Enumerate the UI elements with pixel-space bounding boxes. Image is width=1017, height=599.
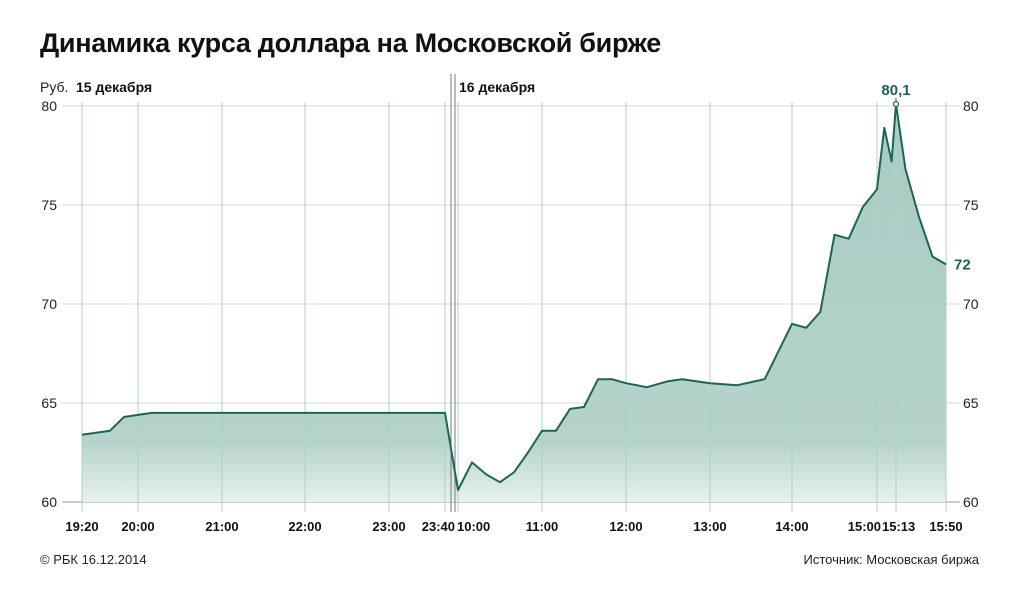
xtick-label: 22:00: [288, 519, 321, 534]
xtick-label: 20:00: [121, 519, 154, 534]
xtick-label: 15:50: [929, 519, 962, 534]
day-label-16: 16 декабря: [459, 79, 535, 95]
xtick-label: 19:20: [65, 519, 98, 534]
price-area: [82, 104, 946, 502]
xtick-label: 15:13: [882, 519, 915, 534]
ytick-label-right: 75: [963, 197, 979, 213]
ytick-label-left: 60: [41, 494, 57, 510]
source-name: Московская биржа: [866, 552, 979, 567]
unit-label: Руб.: [40, 79, 68, 95]
xtick-label: 12:00: [609, 519, 642, 534]
vertical-gridlines: [81, 74, 947, 512]
last-value-label: 72: [954, 256, 971, 273]
ytick-label-left: 75: [41, 197, 57, 213]
day-label-15: 15 декабря: [76, 79, 152, 95]
xtick-label: 23:00: [372, 519, 405, 534]
ytick-label-left: 80: [41, 98, 57, 114]
source-label: Источник:: [803, 552, 863, 567]
ytick-label-right: 70: [963, 296, 979, 312]
horizontal-gridlines: [62, 105, 960, 503]
xtick-label: 10:00: [457, 519, 490, 534]
ytick-label-right: 80: [963, 98, 979, 114]
peak-point: [892, 100, 900, 108]
ytick-label-left: 70: [41, 296, 57, 312]
xtick-label: 11:00: [526, 519, 559, 534]
xtick-label: 15:00: [848, 519, 881, 534]
ytick-label-left: 65: [41, 395, 57, 411]
peak-label: 80,1: [881, 82, 910, 99]
xtick-label: 14:00: [775, 519, 808, 534]
price-line: [81, 103, 947, 492]
source-note: Источник: Московская биржа: [804, 552, 979, 567]
ytick-label-right: 60: [963, 494, 979, 510]
copyright: © РБК 16.12.2014: [40, 552, 147, 567]
ytick-label-right: 65: [963, 395, 979, 411]
xtick-label: 23:40: [422, 519, 455, 534]
xtick-label: 21:00: [205, 519, 238, 534]
chart-title: Динамика курса доллара на Московской бир…: [40, 28, 662, 58]
xtick-label: 13:00: [693, 519, 726, 534]
